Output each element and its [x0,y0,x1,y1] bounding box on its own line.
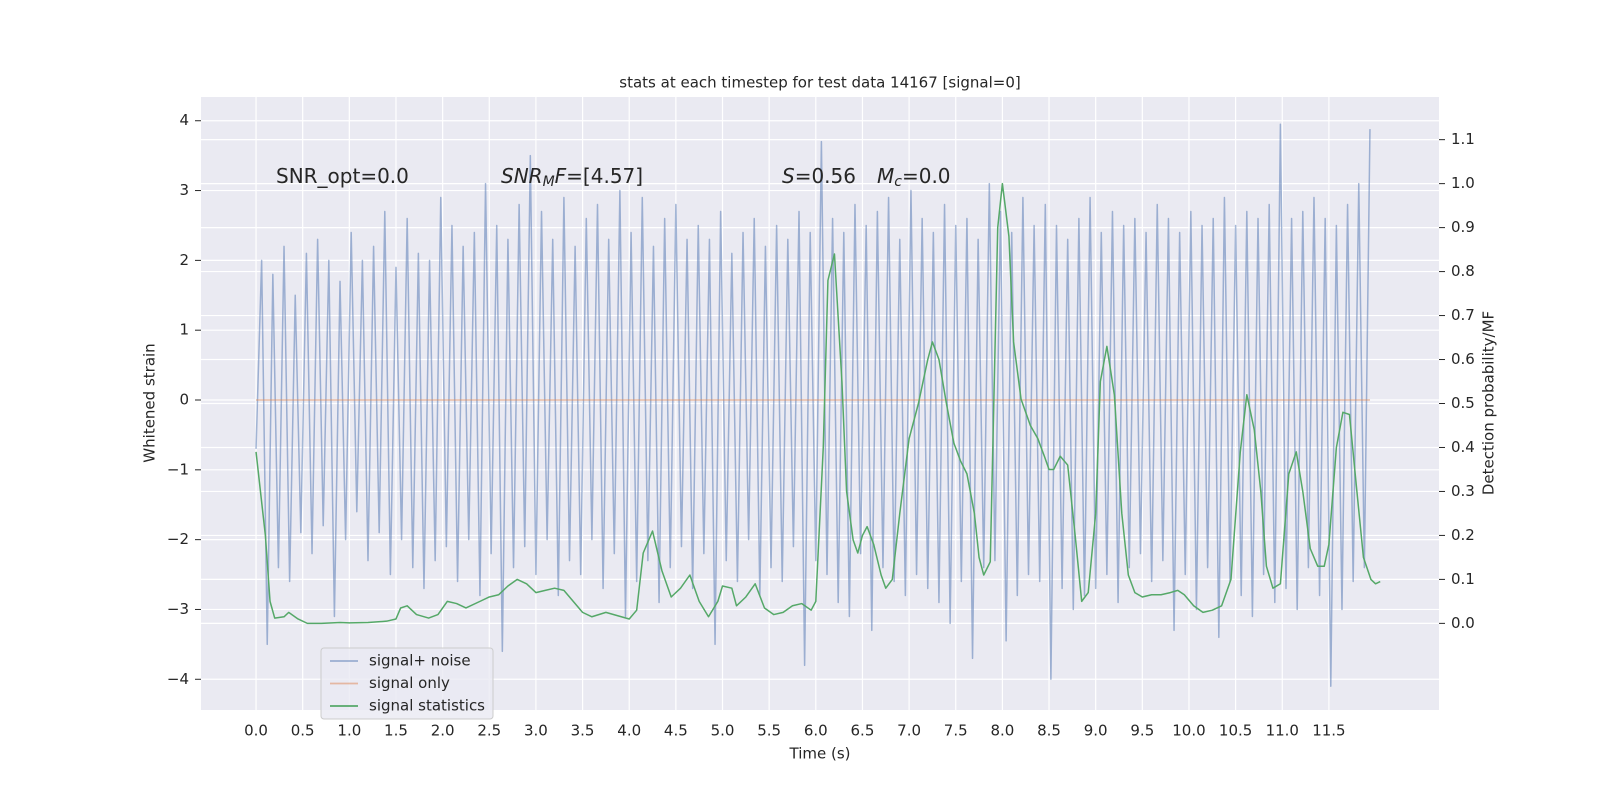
x-tick-label: 8.0 [990,722,1014,740]
y-axis-label: Whitened strain [141,343,159,462]
x-tick-label: 7.5 [944,722,968,740]
series-line [255,123,1371,688]
annotation-part: M [877,164,894,188]
x-tick-label: 2.5 [477,722,501,740]
y2-tick-label: 0.9 [1451,218,1475,236]
y2-tick-label: 0.8 [1451,262,1475,280]
x-tick-label: 4.0 [617,722,641,740]
x-tick-label: 0.5 [291,722,315,740]
y-tick-label: 1 [179,321,189,339]
y2-tick-label: 0.3 [1451,482,1475,500]
annotation-part: SNR [501,164,543,188]
legend-label: signal statistics [369,697,485,715]
x-tick-label: 1.5 [384,722,408,740]
y2-tick-label: 1.0 [1451,174,1475,192]
legend-label: signal+ noise [369,652,471,670]
annotation: Mc=0.0 [877,164,951,191]
x-tick-label: 10.5 [1219,722,1252,740]
x-tick-label: 0.0 [244,722,268,740]
y2-tick-label: 0.7 [1451,306,1475,324]
y2-tick-label: 0.0 [1451,614,1475,632]
y2-tick-label: 0.2 [1451,526,1475,544]
y2-tick-label: 0.1 [1451,570,1475,588]
annotation-part: M [543,174,555,190]
annotation-part: =0.56 [795,164,856,188]
annotation-part: S [782,164,795,188]
x-tick-label: 4.5 [664,722,688,740]
y-tick-label: −1 [167,460,189,478]
legend-box [320,647,494,720]
x-tick-label: 7.0 [897,722,921,740]
annotation: SNR_opt=0.0 [276,164,409,188]
x-tick-label: 9.0 [1084,722,1108,740]
y-tick-label: −2 [167,530,189,548]
legend-label: signal only [369,674,450,692]
annotation-part: =0.0 [902,164,951,188]
x-tick-label: 2.0 [431,722,455,740]
plot-marks [255,123,1381,688]
annotation-part: F [555,164,567,188]
y2-tick-label: 1.1 [1451,130,1475,148]
x-tick-label: 11.5 [1312,722,1345,740]
y2-tick-label: 0.6 [1451,350,1475,368]
x-tick-label: 3.0 [524,722,548,740]
x-tick-label: 3.5 [571,722,595,740]
y-tick-label: 3 [179,181,189,199]
annotation: S=0.56 [782,164,856,188]
x-tick-label: 5.5 [757,722,781,740]
legend: signal+ noise signal only signal statistic… [320,647,494,720]
y-tick-label: 2 [179,251,189,269]
x-tick-label: 11.0 [1266,722,1299,740]
x-tick-label: 10.0 [1172,722,1205,740]
y-tick-label: 4 [179,111,189,129]
chart-title: stats at each timestep for test data 141… [619,74,1020,92]
x-tick-label: 1.0 [337,722,361,740]
series-line [255,182,1381,625]
y-tick-label: −3 [167,600,189,618]
annotation-part: c [894,174,902,190]
annotation-part: =[4.57] [566,164,643,188]
annotation-part: SNR_opt=0.0 [276,164,409,188]
y2-tick-label: 0.4 [1451,438,1475,456]
y2-tick-label: 0.5 [1451,394,1475,412]
x-tick-label: 5.0 [711,722,735,740]
x-tick-label: 6.5 [851,722,875,740]
annotation: SNRMF=[4.57] [501,164,643,191]
x-tick-label: 6.0 [804,722,828,740]
x-tick-label: 9.5 [1130,722,1154,740]
y-tick-label: 0 [179,391,189,409]
x-tick-label: 8.5 [1037,722,1061,740]
y2-axis-label: Detection probability/MF [1480,311,1498,495]
y-tick-label: −4 [167,670,189,688]
x-axis-label: Time (s) [789,745,851,763]
grid [201,97,1439,710]
